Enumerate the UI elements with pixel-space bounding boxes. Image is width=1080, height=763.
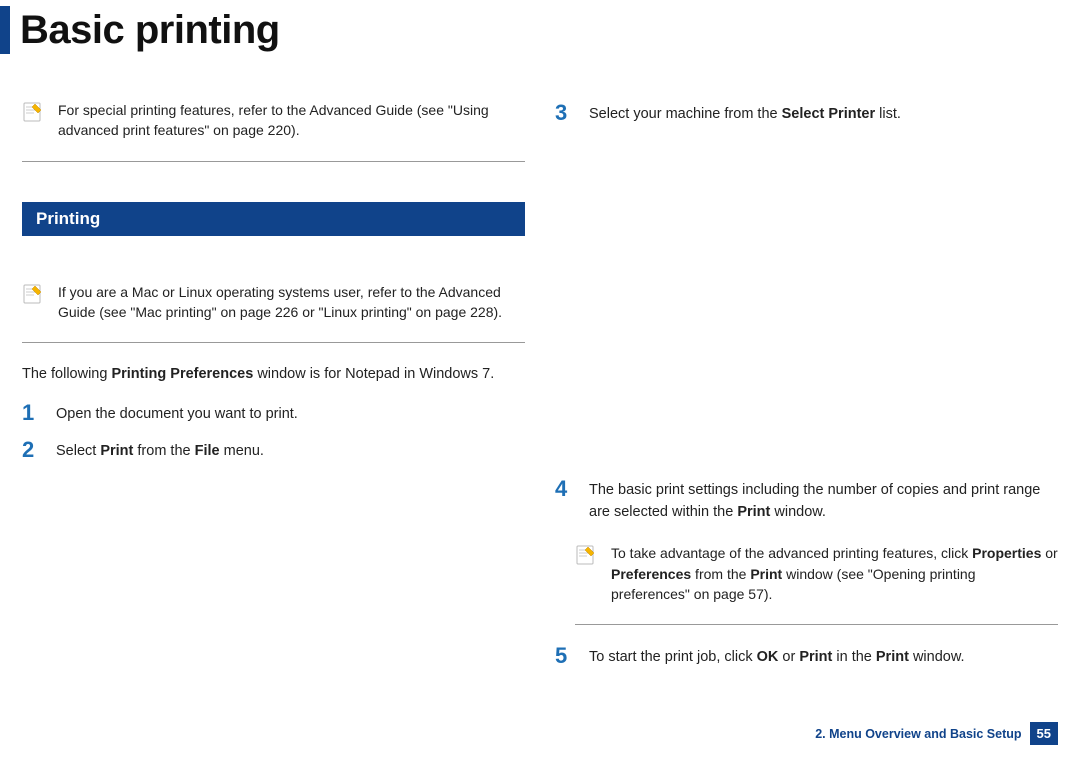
note-advanced-properties: To take advantage of the advanced printi… bbox=[575, 537, 1058, 618]
text-bold: Print bbox=[876, 649, 909, 665]
text-run: The following bbox=[22, 366, 111, 382]
text-bold: Preferences bbox=[611, 566, 691, 582]
intro-text: The following Printing Preferences windo… bbox=[22, 363, 525, 385]
chapter-label: 2. Menu Overview and Basic Setup bbox=[815, 727, 1021, 741]
page-footer: 2. Menu Overview and Basic Setup 55 bbox=[815, 722, 1058, 745]
step-2: 2 Select Print from the File menu. bbox=[22, 439, 525, 463]
text-bold: Print bbox=[799, 649, 832, 665]
page-title: Basic printing bbox=[20, 8, 280, 53]
content-columns: For special printing features, refer to … bbox=[0, 94, 1080, 683]
divider bbox=[22, 342, 525, 343]
step-1: 1 Open the document you want to print. bbox=[22, 402, 525, 426]
text-run: or bbox=[778, 649, 799, 665]
text-bold: Select Printer bbox=[782, 106, 876, 122]
step-text: Open the document you want to print. bbox=[56, 402, 298, 426]
left-column: For special printing features, refer to … bbox=[22, 94, 525, 683]
text-run: list. bbox=[875, 106, 901, 122]
right-column: 3 Select your machine from the Select Pr… bbox=[555, 94, 1058, 683]
figure-placeholder bbox=[555, 140, 1058, 470]
title-accent bbox=[0, 6, 10, 54]
text-bold: Print bbox=[737, 504, 770, 520]
text-run: Select your machine from the bbox=[589, 106, 782, 122]
step-number: 5 bbox=[555, 645, 589, 667]
step-text: Select your machine from the Select Prin… bbox=[589, 102, 901, 126]
note-special-features: For special printing features, refer to … bbox=[22, 94, 525, 155]
note-text: For special printing features, refer to … bbox=[58, 100, 525, 141]
page-number: 55 bbox=[1030, 722, 1058, 745]
step-number: 4 bbox=[555, 478, 589, 500]
text-run: in the bbox=[832, 649, 876, 665]
text-bold: Printing Preferences bbox=[111, 366, 253, 382]
text-run: or bbox=[1041, 545, 1057, 561]
step-number: 1 bbox=[22, 402, 56, 424]
text-bold: Print bbox=[100, 443, 133, 459]
step-4: 4 The basic print settings including the… bbox=[555, 478, 1058, 524]
note-mac-linux: If you are a Mac or Linux operating syst… bbox=[22, 276, 525, 337]
divider bbox=[22, 161, 525, 162]
page-title-bar: Basic printing bbox=[0, 0, 1080, 54]
note-text: To take advantage of the advanced printi… bbox=[611, 543, 1058, 604]
text-run: from the bbox=[133, 443, 194, 459]
text-run: To start the print job, click bbox=[589, 649, 757, 665]
text-run: Select bbox=[56, 443, 100, 459]
note-icon bbox=[575, 544, 599, 571]
step-text: Select Print from the File menu. bbox=[56, 439, 264, 463]
step-5: 5 To start the print job, click OK or Pr… bbox=[555, 645, 1058, 669]
text-run: window. bbox=[770, 504, 826, 520]
text-run: window. bbox=[909, 649, 965, 665]
step-text: The basic print settings including the n… bbox=[589, 478, 1058, 524]
step-text: To start the print job, click OK or Prin… bbox=[589, 645, 965, 669]
divider bbox=[575, 624, 1058, 625]
section-heading-printing: Printing bbox=[22, 202, 525, 236]
text-bold: Print bbox=[750, 566, 782, 582]
step-number: 2 bbox=[22, 439, 56, 461]
note-icon bbox=[22, 283, 46, 310]
text-bold: Properties bbox=[972, 545, 1041, 561]
text-bold: File bbox=[195, 443, 220, 459]
step-3: 3 Select your machine from the Select Pr… bbox=[555, 102, 1058, 126]
note-text: If you are a Mac or Linux operating syst… bbox=[58, 282, 525, 323]
step-number: 3 bbox=[555, 102, 589, 124]
text-bold: OK bbox=[757, 649, 779, 665]
note-icon bbox=[22, 101, 46, 128]
text-run: window is for Notepad in Windows 7. bbox=[253, 366, 494, 382]
text-run: To take advantage of the advanced printi… bbox=[611, 545, 972, 561]
text-run: menu. bbox=[220, 443, 264, 459]
text-run: from the bbox=[691, 566, 750, 582]
